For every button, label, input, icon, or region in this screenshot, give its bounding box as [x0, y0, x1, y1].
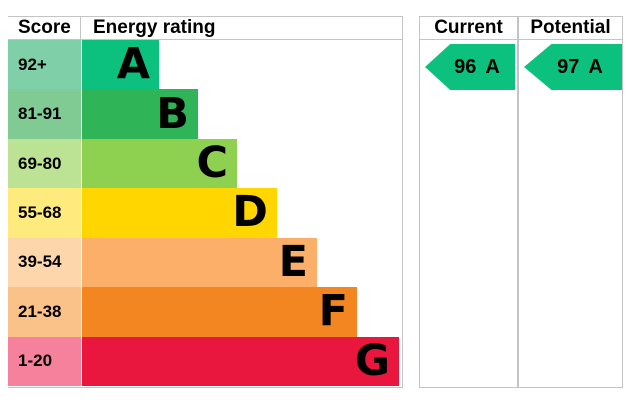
band-bar-e: E — [82, 236, 317, 288]
band-bar-f: F — [82, 286, 357, 337]
band-bar-c: C — [82, 138, 237, 189]
band-letter: D — [232, 187, 268, 238]
potential-rating-arrow: 97 A — [524, 44, 622, 90]
score-range-label: 92+ — [8, 40, 81, 90]
current-column: Current 96 A — [419, 16, 518, 388]
band-letter: G — [354, 335, 390, 386]
potential-band-letter: A — [588, 55, 603, 78]
score-range-label: 1-20 — [8, 336, 81, 386]
band-row-f: 21-38 F — [8, 286, 402, 337]
band-row-b: 81-91 B — [8, 88, 402, 139]
band-letter: C — [196, 138, 228, 189]
current-column-header: Current — [420, 17, 517, 40]
band-bar-g: G — [82, 335, 399, 386]
band-row-g: 1-20 G — [8, 335, 402, 386]
rating-table: Score Energy rating 92+ A 81-91 B 69-80 … — [8, 16, 403, 388]
band-bar-b: B — [82, 88, 198, 139]
energy-rating-column-header: Energy rating — [93, 17, 216, 38]
band-row-e: 39-54 E — [8, 236, 402, 288]
potential-score-value: 97 — [557, 55, 580, 78]
potential-column-header: Potential — [519, 17, 622, 40]
band-letter: B — [156, 88, 189, 139]
table-header: Score Energy rating — [8, 17, 402, 40]
band-bar-d: D — [82, 187, 277, 238]
score-range-label: 21-38 — [8, 287, 81, 337]
band-row-a: 92+ A — [8, 39, 402, 90]
score-range-label: 81-91 — [8, 89, 81, 139]
band-rows: 92+ A 81-91 B 69-80 C 55-68 — [8, 40, 402, 386]
band-letter: A — [116, 39, 150, 90]
score-column-header: Score — [8, 17, 81, 39]
score-range-label: 55-68 — [8, 188, 81, 238]
band-bar-a: A — [82, 39, 159, 90]
score-range-label: 69-80 — [8, 138, 81, 189]
band-letter: E — [278, 236, 308, 287]
band-row-c: 69-80 C — [8, 138, 402, 189]
current-rating-arrow: 96 A — [425, 44, 515, 90]
band-letter: F — [318, 286, 348, 337]
current-band-letter: A — [485, 55, 500, 78]
score-range-label: 39-54 — [8, 237, 81, 288]
potential-column: Potential 97 A — [518, 16, 623, 388]
band-row-d: 55-68 D — [8, 187, 402, 238]
current-score-value: 96 — [454, 55, 477, 78]
